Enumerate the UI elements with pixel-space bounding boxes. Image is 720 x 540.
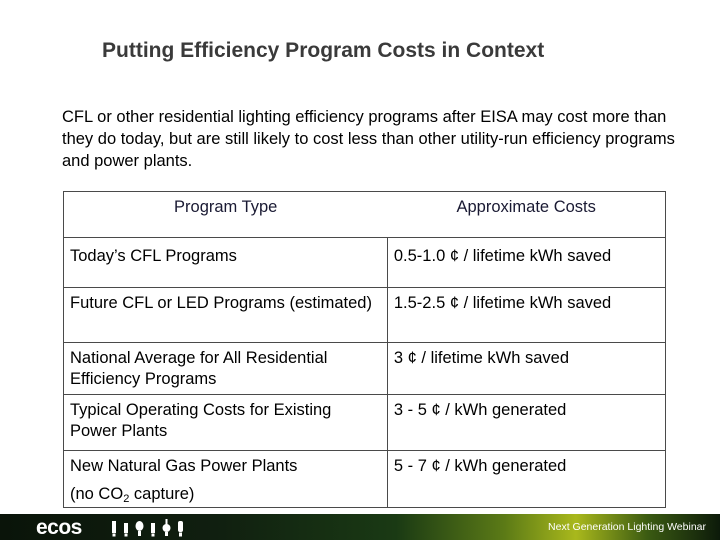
table-row: Today’s CFL Programs 0.5-1.0 ¢ / lifetim… <box>63 237 667 288</box>
header-program-type: Program Type <box>63 191 388 238</box>
bulb-icon <box>135 521 144 536</box>
row-program-type: Today’s CFL Programs <box>63 237 388 288</box>
row-cost: 0.5-1.0 ¢ / lifetime kWh saved <box>386 237 667 288</box>
row-cost: 5 - 7 ¢ / kWh generated <box>386 450 667 508</box>
footer-webinar-text: Next Generation Lighting Webinar <box>548 521 706 533</box>
intro-paragraph: CFL or other residential lighting effici… <box>62 108 675 170</box>
co2-prefix: (no CO <box>70 485 124 503</box>
co2-suffix: capture) <box>129 485 195 503</box>
row-program-type: New Natural Gas Power Plants (no CO2 cap… <box>63 450 388 508</box>
footer-banner: ecos Next Generation Lighting Webinar <box>0 514 720 540</box>
table-row: National Average for All Residential Eff… <box>63 342 667 395</box>
ecos-logo: ecos <box>36 516 82 539</box>
row-cost: 3 ¢ / lifetime kWh saved <box>386 342 667 395</box>
costs-table: Program Type Approximate Costs Today’s C… <box>63 191 667 508</box>
table-row: Future CFL or LED Programs (estimated) 1… <box>63 287 667 343</box>
row-program-type: Future CFL or LED Programs (estimated) <box>63 287 388 343</box>
row-program-type-line2: (no CO2 capture) <box>70 484 381 505</box>
row-cost: 1.5-2.5 ¢ / lifetime kWh saved <box>386 287 667 343</box>
bulb-icon <box>162 519 171 536</box>
bulb-icon <box>178 521 183 537</box>
row-cost: 3 - 5 ¢ / kWh generated <box>386 394 667 451</box>
slide-title: Putting Efficiency Program Costs in Cont… <box>102 39 545 62</box>
bulb-icons-row <box>111 519 184 537</box>
table-row: Typical Operating Costs for Existing Pow… <box>63 394 667 451</box>
bulb-icon <box>112 521 116 537</box>
header-approximate-costs: Approximate Costs <box>387 191 667 238</box>
row-program-type: National Average for All Residential Eff… <box>63 342 388 395</box>
co2-subscript: 2 <box>123 493 130 505</box>
bulb-icon <box>151 523 155 537</box>
table-header-row: Program Type Approximate Costs <box>63 191 667 238</box>
row-program-type-line1: New Natural Gas Power Plants <box>70 457 298 475</box>
row-program-type: Typical Operating Costs for Existing Pow… <box>63 394 388 451</box>
table-row: New Natural Gas Power Plants (no CO2 cap… <box>63 450 667 508</box>
bulb-icon <box>124 523 128 537</box>
